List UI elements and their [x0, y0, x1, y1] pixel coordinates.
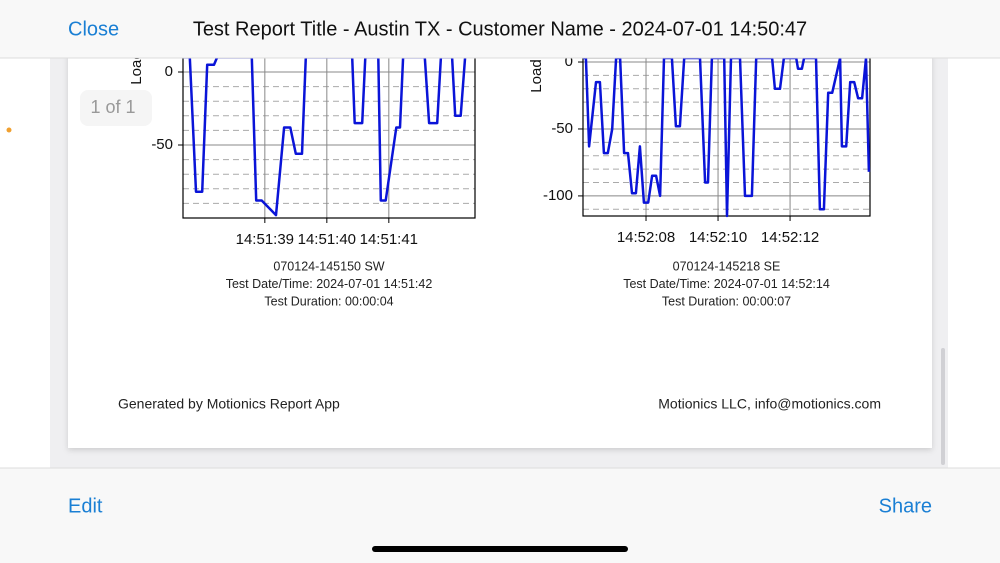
- x-tick-label: 14:52:10: [689, 229, 747, 246]
- y-tick-label: 0: [165, 63, 173, 80]
- scrollbar: [941, 348, 945, 465]
- footer-left: Generated by Motionics Report App: [118, 396, 340, 412]
- chart-caption: Test Date/Time: 2024-07-01 14:52:14: [623, 277, 830, 291]
- edit-button[interactable]: Edit: [68, 495, 103, 517]
- x-tick-label: 14:51:40: [298, 231, 356, 248]
- home-indicator: [372, 546, 628, 552]
- chart-caption: Test Duration: 00:00:04: [264, 294, 393, 308]
- chart-caption: 070124-145150 SW: [273, 259, 384, 273]
- y-axis-label: Load: [128, 51, 145, 84]
- footer-right: Motionics LLC, info@motionics.com: [658, 396, 881, 412]
- y-tick-label: -50: [151, 136, 173, 153]
- chart-caption: 070124-145218 SE: [673, 259, 781, 273]
- report-page: [68, 40, 932, 448]
- nav-bar: [0, 0, 1000, 58]
- nav-title: Test Report Title - Austin TX - Customer…: [193, 18, 807, 40]
- y-tick-label: -50: [551, 120, 573, 137]
- chart-caption: Test Duration: 00:00:07: [662, 294, 791, 308]
- x-tick-label: 14:52:12: [761, 229, 819, 246]
- data-line: [183, 58, 467, 217]
- share-button[interactable]: Share: [879, 495, 932, 517]
- chart-caption: Test Date/Time: 2024-07-01 14:51:42: [226, 277, 433, 291]
- y-tick-label: -100: [543, 187, 573, 204]
- x-tick-label: 14:52:08: [617, 229, 675, 246]
- y-tick-label: 0: [565, 53, 573, 70]
- indicator-dot: [6, 127, 12, 133]
- data-line: [583, 58, 871, 218]
- y-axis-label: Load: [528, 59, 545, 92]
- page-indicator-bg: [80, 90, 152, 126]
- x-tick-label: 14:51:41: [360, 231, 418, 248]
- report-content: 0 -50 14:51:39 14:51:40 14:51:41 Load 070124-1…: [128, 51, 871, 308]
- x-tick-label: 14:51:39: [236, 231, 294, 248]
- close-button[interactable]: Close: [68, 18, 119, 40]
- page-indicator: 1 of 1: [90, 97, 135, 117]
- plot-frame: [182, 58, 476, 219]
